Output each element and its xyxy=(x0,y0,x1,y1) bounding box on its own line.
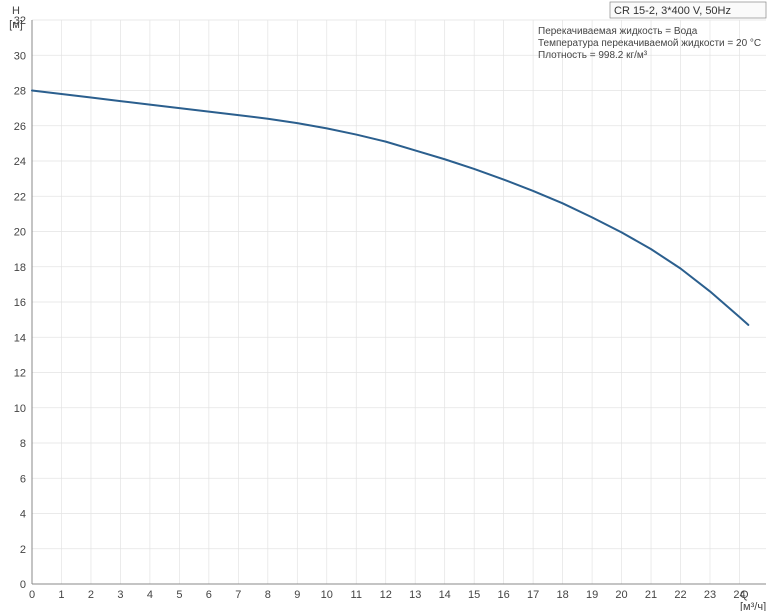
x-tick-label: 5 xyxy=(176,589,182,601)
y-tick-label: 4 xyxy=(20,509,26,521)
x-tick-label: 7 xyxy=(235,589,241,601)
chart-svg: CR 15-2, 3*400 V, 50Hz012345678910111213… xyxy=(0,0,774,611)
y-tick-label: 12 xyxy=(14,368,26,380)
y-tick-label: 26 xyxy=(14,121,26,133)
y-tick-label: 8 xyxy=(20,438,26,450)
y-tick-label: 2 xyxy=(20,544,26,556)
y-tick-label: 30 xyxy=(14,50,26,62)
info-line: Перекачиваемая жидкость = Вода xyxy=(538,26,698,37)
y-tick-label: 20 xyxy=(14,227,26,239)
x-tick-label: 3 xyxy=(117,589,123,601)
x-tick-label: 23 xyxy=(704,589,716,601)
x-tick-label: 17 xyxy=(527,589,539,601)
x-tick-label: 11 xyxy=(351,589,362,601)
y-tick-label: 22 xyxy=(14,191,26,203)
x-tick-label: 1 xyxy=(58,589,64,601)
y-tick-label: 10 xyxy=(14,403,26,415)
x-axis-label-1: Q xyxy=(740,589,749,601)
x-tick-label: 0 xyxy=(29,589,35,601)
chart-bg xyxy=(0,0,774,611)
y-tick-label: 28 xyxy=(14,86,26,98)
x-tick-label: 4 xyxy=(147,589,153,601)
x-tick-label: 15 xyxy=(468,589,480,601)
info-line: Температура перекачиваемой жидкости = 20… xyxy=(538,38,761,49)
info-line: Плотность = 998.2 кг/м³ xyxy=(538,50,648,61)
x-tick-label: 12 xyxy=(380,589,392,601)
x-tick-label: 2 xyxy=(88,589,94,601)
x-tick-label: 9 xyxy=(294,589,300,601)
x-tick-label: 6 xyxy=(206,589,212,601)
x-axis-label-2: [м³/ч] xyxy=(740,601,766,611)
y-axis-label-2: [м] xyxy=(9,19,23,31)
x-tick-label: 20 xyxy=(615,589,627,601)
y-tick-label: 0 xyxy=(20,579,26,591)
y-axis-label-1: H xyxy=(12,5,20,17)
pump-curve-chart: CR 15-2, 3*400 V, 50Hz012345678910111213… xyxy=(0,0,774,611)
x-tick-label: 22 xyxy=(674,589,686,601)
x-tick-label: 10 xyxy=(321,589,333,601)
x-tick-label: 16 xyxy=(498,589,510,601)
x-tick-label: 19 xyxy=(586,589,598,601)
y-tick-label: 14 xyxy=(14,332,26,344)
x-tick-label: 21 xyxy=(645,589,657,601)
y-tick-label: 6 xyxy=(20,473,26,485)
x-tick-label: 13 xyxy=(409,589,421,601)
y-tick-label: 16 xyxy=(14,297,26,309)
x-tick-label: 14 xyxy=(439,589,451,601)
x-tick-label: 8 xyxy=(265,589,271,601)
y-tick-label: 24 xyxy=(14,156,26,168)
chart-title: CR 15-2, 3*400 V, 50Hz xyxy=(614,5,731,17)
y-tick-label: 18 xyxy=(14,262,26,274)
x-tick-label: 18 xyxy=(556,589,568,601)
